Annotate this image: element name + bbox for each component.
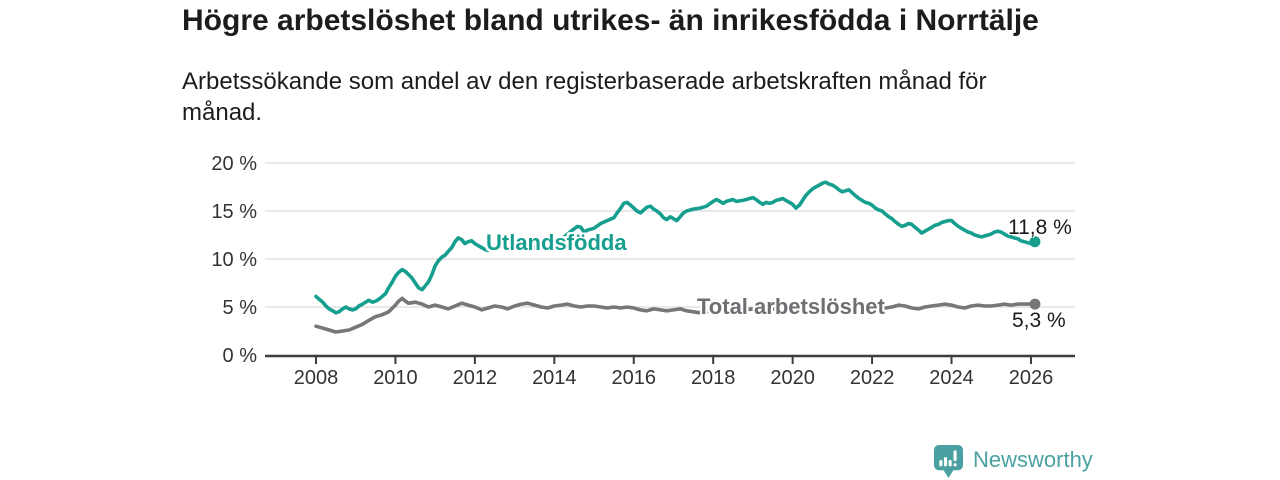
x-axis-tick-label: 2018	[691, 367, 736, 389]
x-axis-tick-label: 2016	[612, 367, 657, 389]
newsworthy-bubble-chart-icon	[933, 444, 964, 479]
series-line-total	[314, 296, 1037, 334]
x-axis-tick-label: 2024	[929, 367, 974, 389]
x-axis-tick-label: 2020	[770, 367, 815, 389]
x-axis-tick-label: 2026	[1009, 367, 1054, 389]
newsworthy-logo: Newsworthy	[933, 444, 1093, 479]
y-axis-tick-label: 5 %	[223, 297, 258, 319]
y-axis-tick-label: 20 %	[211, 153, 257, 175]
series-label-total-arbetsloshet: Total arbetslöshet	[697, 294, 885, 319]
series-label-utlandsfodda: Utlandsfödda	[486, 230, 627, 255]
x-axis-tick-label: 2008	[294, 367, 339, 389]
series-end-dot-total	[1029, 298, 1041, 310]
chart-subtitle: Arbetssökande som andel av den registerb…	[182, 68, 987, 126]
series-line-utlandsfodda	[314, 180, 1037, 315]
y-axis-tick-label: 10 %	[211, 249, 257, 271]
x-axis-tick-label: 2012	[453, 367, 498, 389]
y-axis-tick-label: 0 %	[223, 345, 258, 367]
series-end-dot-utlandsfodda	[1029, 236, 1041, 248]
newsworthy-wordmark: Newsworthy	[973, 446, 1093, 472]
x-axis-tick-label: 2014	[532, 367, 577, 389]
y-axis-tick-label: 15 %	[211, 201, 257, 223]
end-value-total: 5,3 %	[1012, 309, 1066, 332]
end-value-utlandsfodda: 11,8 %	[1008, 216, 1072, 239]
x-axis-tick-label: 2022	[850, 367, 895, 389]
x-axis-tick-label: 2010	[373, 367, 418, 389]
page-title: Högre arbetslöshet bland utrikes- än inr…	[182, 4, 1039, 37]
